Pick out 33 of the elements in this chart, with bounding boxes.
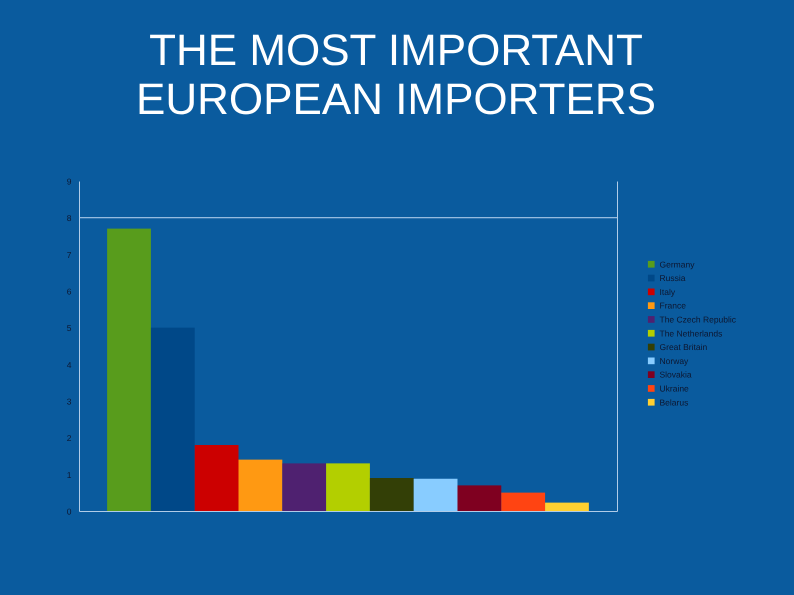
y-tick-label: 5 [66, 323, 72, 334]
legend-label: France [660, 300, 686, 311]
y-tick-label: 1 [66, 470, 72, 480]
legend-label: Belarus [660, 397, 688, 408]
bar [282, 463, 326, 511]
bar [150, 328, 195, 511]
legend-label: The Czech Republic [660, 314, 737, 324]
bar [326, 463, 370, 511]
legend-label: Germany [660, 259, 696, 270]
bar [370, 478, 414, 511]
legend-label: Slovakia [660, 370, 692, 380]
legend-label: Ukraine [660, 383, 690, 394]
chart-title: THE MOST IMPORTANT EUROPEAN IMPORTERS [136, 26, 656, 124]
bar [414, 478, 458, 511]
legend-label: Italy [660, 286, 676, 297]
y-tick-label: 7 [66, 250, 72, 260]
y-tick-label: 9 [66, 176, 72, 186]
legend-label: Great Britain [660, 342, 708, 352]
y-tick-label: 8 [66, 213, 72, 224]
legend-label: Norway [660, 356, 690, 366]
bar [107, 228, 151, 511]
y-tick-label: 3 [66, 396, 72, 406]
bar [238, 460, 282, 511]
y-tick-label: 4 [66, 360, 72, 370]
bar [545, 502, 589, 511]
y-tick-label: 0 [66, 506, 72, 516]
y-tick-label: 2 [66, 433, 72, 444]
bar [457, 485, 502, 511]
bar [501, 492, 546, 511]
y-tick-label: 6 [66, 286, 72, 296]
legend-label: Russia [660, 273, 686, 284]
legend-label: The Netherlands [660, 328, 722, 338]
bar [194, 445, 239, 511]
